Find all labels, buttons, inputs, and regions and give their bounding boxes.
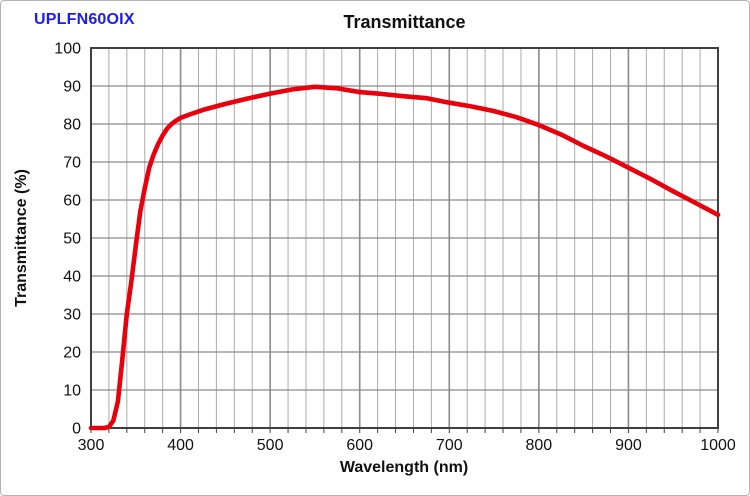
- y-axis-title: Transmittance (%): [13, 169, 30, 307]
- y-tick-label: 40: [63, 269, 81, 286]
- y-tick-label: 10: [63, 383, 81, 400]
- y-tick-label: 100: [54, 41, 81, 58]
- lens-model-label: UPLFN60OIX: [34, 11, 135, 28]
- gridlines: [91, 48, 718, 428]
- tick-labels: 300 400 500 600 700 800 900 1000 0 10 20 30 40 50 60 70…: [54, 41, 736, 455]
- x-tick-label: 400: [167, 437, 194, 454]
- x-tick-label: 500: [257, 437, 284, 454]
- y-tick-label: 0: [72, 421, 81, 438]
- x-tick-label: 1000: [700, 437, 736, 454]
- transmittance-curve: [88, 84, 721, 431]
- y-tick-label: 70: [63, 155, 81, 172]
- y-tick-label: 60: [63, 193, 81, 210]
- x-axis-title: Wavelength (nm): [340, 459, 468, 476]
- x-tick-label: 700: [436, 437, 463, 454]
- chart-title: Transmittance: [343, 12, 466, 32]
- y-tick-label: 90: [63, 79, 81, 96]
- transmittance-curve-path: [88, 84, 721, 431]
- x-tick-label: 800: [526, 437, 553, 454]
- x-tick-label: 300: [78, 437, 105, 454]
- y-tick-label: 80: [63, 117, 81, 134]
- y-tick-label: 50: [63, 231, 81, 248]
- y-tick-label: 20: [63, 345, 81, 362]
- x-tick-label: 600: [346, 437, 373, 454]
- y-tick-label: 30: [63, 307, 81, 324]
- plot-border: [90, 47, 719, 429]
- x-tick-label: 900: [615, 437, 642, 454]
- axis-ticks: [90, 429, 719, 433]
- plot-border-rect: [90, 47, 719, 429]
